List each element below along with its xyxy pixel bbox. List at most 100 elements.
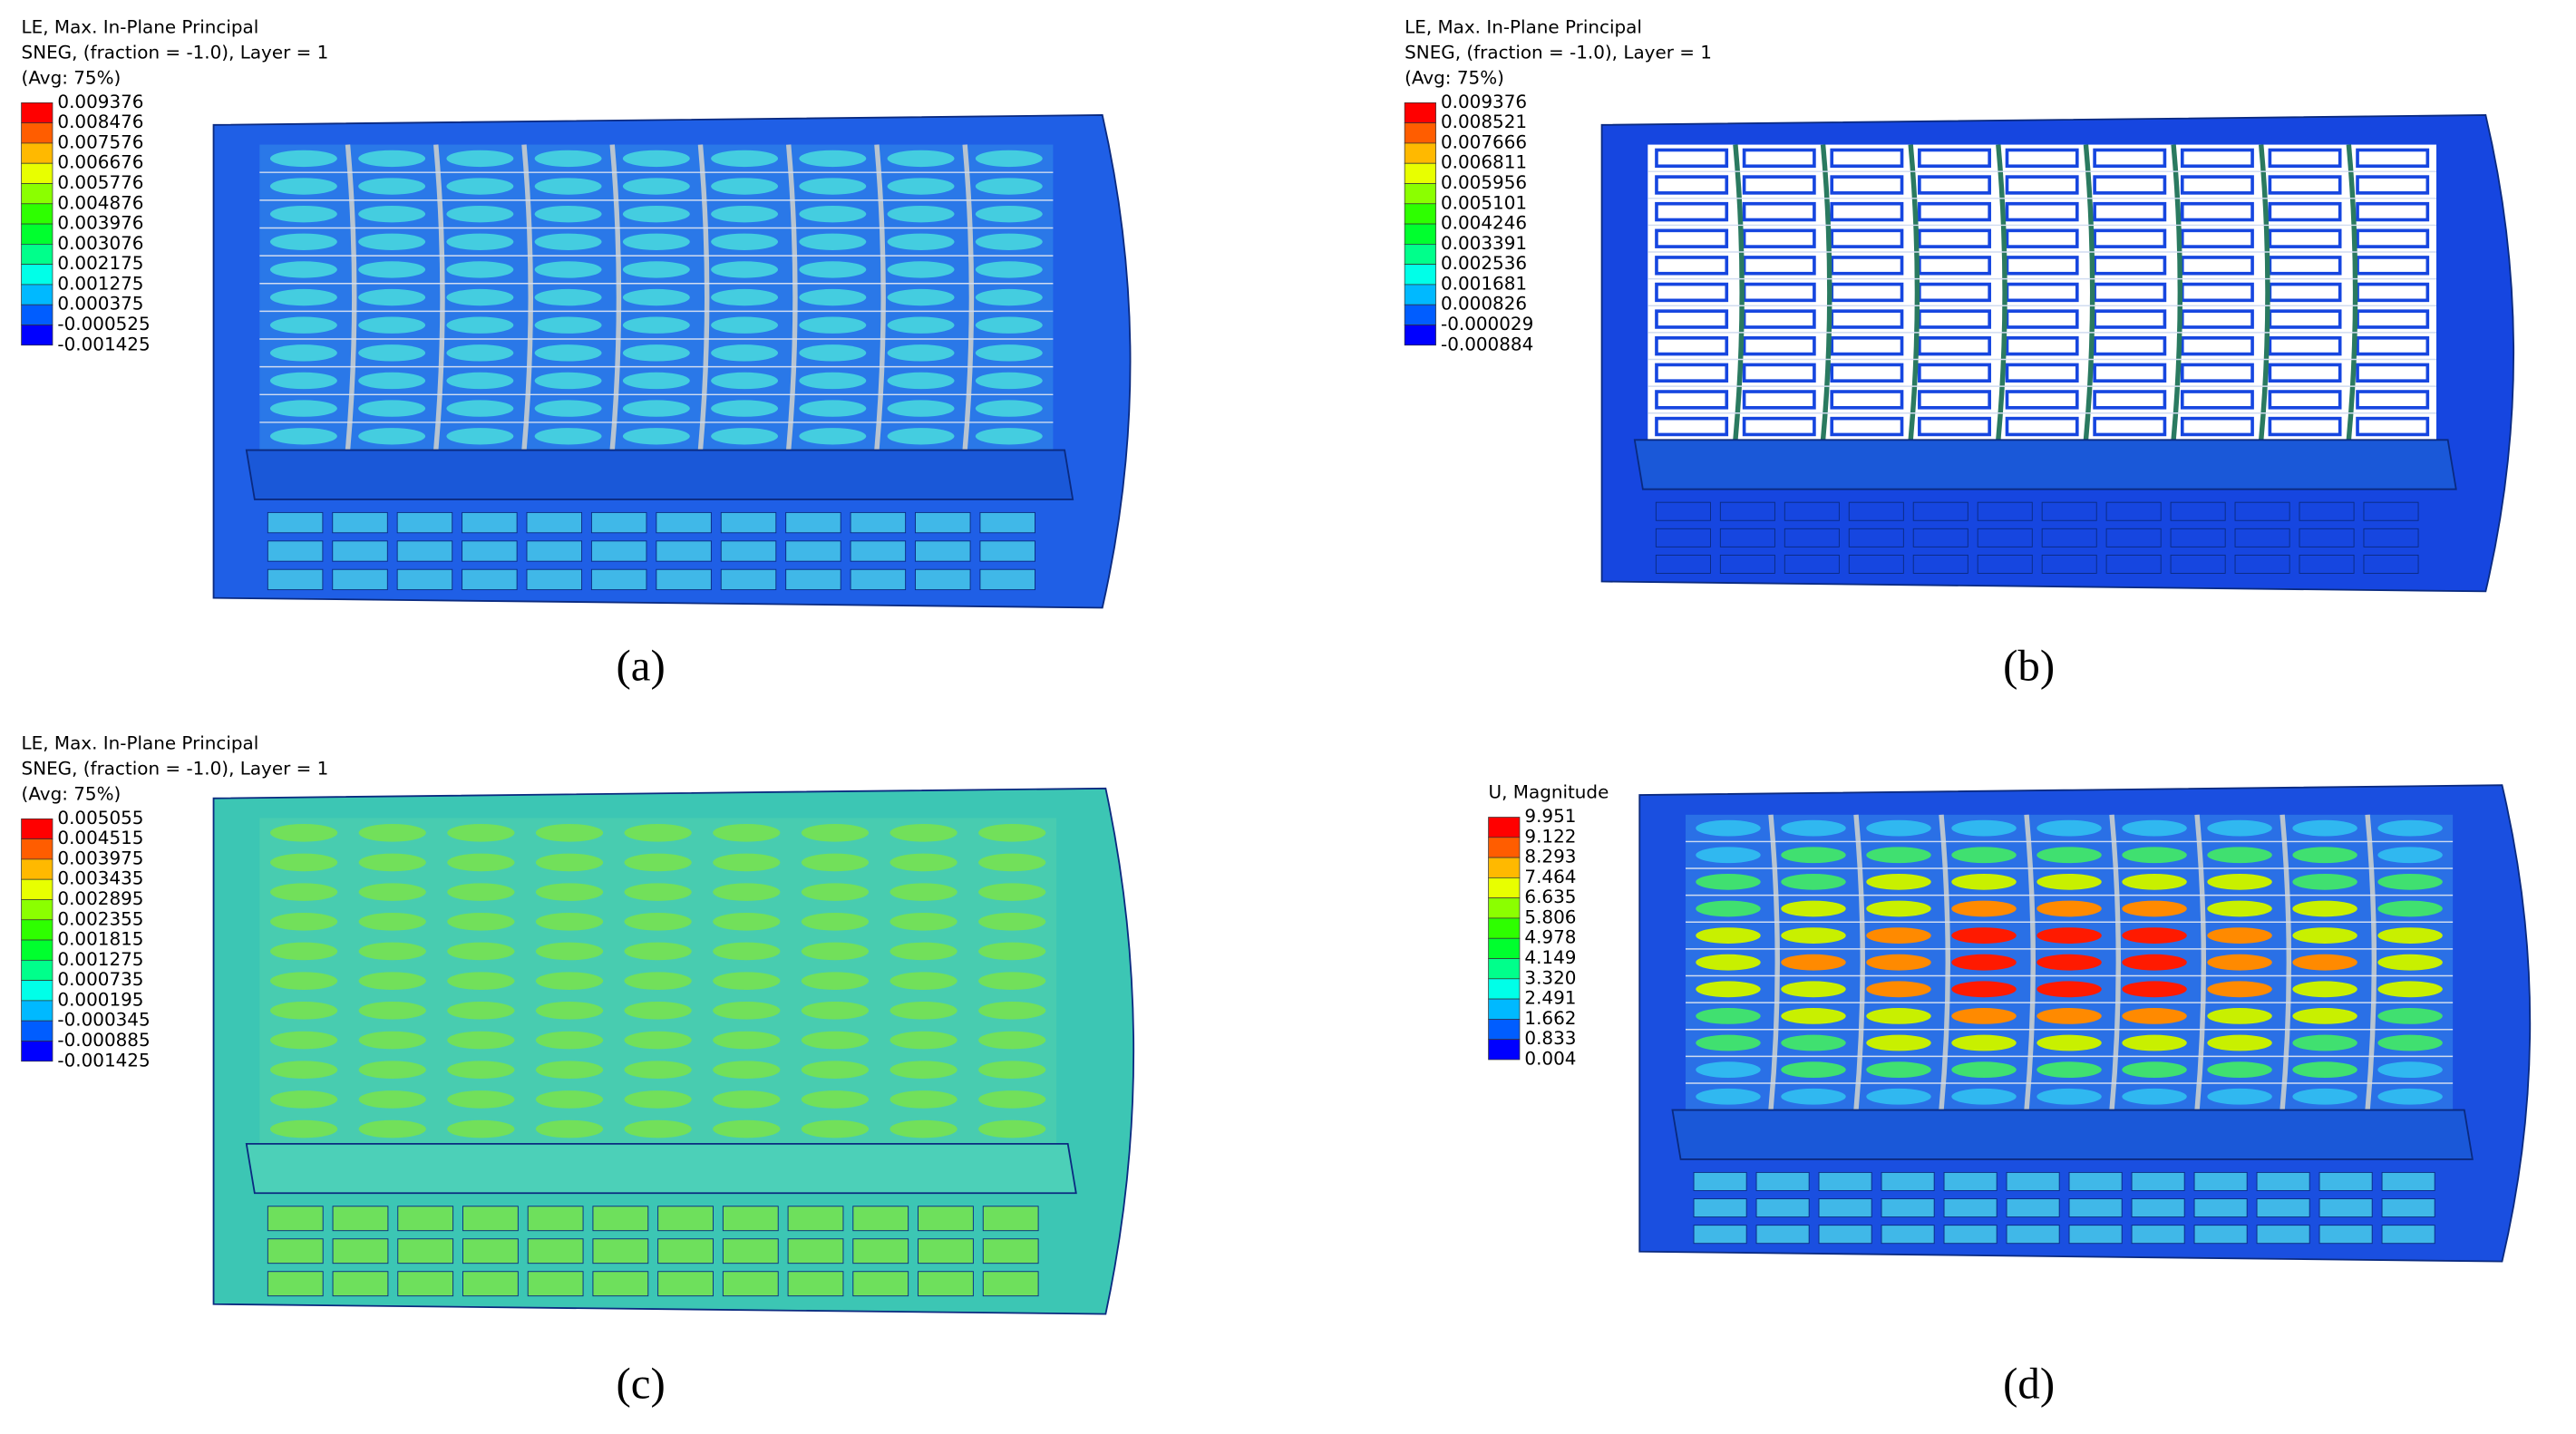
panel-contour	[711, 316, 779, 334]
legend-title: LE, Max. In-Plane Principal	[22, 732, 259, 753]
legend-swatch	[21, 838, 53, 860]
panel-contour	[1866, 900, 1931, 917]
legend-value: -0.001425	[57, 334, 150, 354]
bottom-cell	[2105, 501, 2162, 521]
panel-contour	[2122, 1034, 2187, 1051]
bottom-cell	[2363, 501, 2419, 521]
bottom-cell	[2381, 1225, 2435, 1245]
panel-contour	[447, 1119, 515, 1138]
legend-value: 0.003976	[57, 213, 143, 234]
bottom-cell	[2256, 1225, 2310, 1245]
frame-cell	[2005, 335, 2079, 356]
legend-value: 0.005956	[1441, 172, 1527, 193]
panel-contour	[1781, 1034, 1846, 1051]
panel-contour	[622, 372, 690, 390]
frame-cell	[2180, 228, 2254, 248]
bottom-cell	[590, 511, 647, 534]
legend-swatch	[21, 980, 53, 1002]
panel-contour	[2036, 1061, 2102, 1079]
bottom-cell	[462, 1206, 519, 1232]
panel-contour	[2377, 954, 2443, 971]
bottom-cell	[915, 568, 971, 591]
frame-cell	[1742, 335, 1816, 356]
legend-value: 4.149	[1524, 947, 1576, 968]
panel-contour	[801, 883, 870, 901]
rib	[785, 144, 798, 451]
panel-contour	[622, 288, 690, 306]
frame-cell	[1830, 201, 1904, 222]
panel-contour	[978, 823, 1046, 842]
bottom-cell	[1655, 528, 1711, 547]
legend-swatch	[1488, 817, 1521, 838]
panel-contour	[975, 233, 1043, 250]
panel-contour	[2036, 1034, 2102, 1051]
panel-contour	[889, 1002, 957, 1020]
bottom-cell	[2299, 501, 2355, 521]
bottom-cell	[722, 1206, 779, 1232]
panel-contour	[799, 344, 867, 362]
panel-contour	[801, 1090, 870, 1109]
bottom-cell	[982, 1206, 1039, 1232]
bottom-cell	[1719, 501, 1775, 521]
panel-contour	[1781, 1008, 1846, 1024]
bottom-cell	[1881, 1198, 1935, 1218]
frame-cell	[2268, 282, 2342, 303]
legend-swatch	[1488, 1039, 1521, 1061]
panel-contour	[358, 205, 426, 223]
legend-value: 0.003975	[57, 848, 143, 868]
bottom-cell	[267, 568, 324, 591]
legend-value: 0.007666	[1441, 131, 1527, 152]
panel-contour	[975, 344, 1043, 362]
legend-value: 9.951	[1524, 806, 1576, 827]
frame-cell	[1655, 256, 1729, 276]
legend-swatch	[1488, 1019, 1521, 1041]
panel-contour	[1781, 954, 1846, 971]
bottom-cell	[527, 1206, 584, 1232]
rib	[697, 144, 710, 451]
frame-cell	[2356, 175, 2430, 195]
bottom-cell	[1848, 554, 1904, 574]
panel-contour	[624, 1031, 692, 1050]
bottom-cell	[1848, 528, 1904, 547]
frame-cell	[2093, 228, 2167, 248]
legend-value: 7.464	[1524, 867, 1576, 887]
bottom-cell	[396, 540, 453, 562]
panel-contour	[801, 1061, 870, 1080]
panel-contour	[535, 1031, 604, 1050]
frame-cell	[2268, 256, 2342, 276]
panel-contour	[975, 428, 1043, 445]
legend-title: U, Magnitude	[1489, 782, 1609, 803]
panel-contour	[975, 288, 1043, 306]
panel-contour	[1781, 927, 1846, 944]
bottom-cell	[1943, 1198, 1998, 1218]
bottom-cell	[656, 568, 712, 591]
legend-value: 0.005776	[57, 172, 143, 193]
frame-cell	[1830, 228, 1904, 248]
panel-contour	[713, 1031, 781, 1050]
panel-contour	[978, 1090, 1046, 1109]
panel-contour	[889, 1061, 957, 1080]
bottom-cell	[1881, 1171, 1935, 1191]
bottom-cell	[1784, 501, 1840, 521]
frame-cell	[1830, 390, 1904, 410]
panel-contour	[887, 400, 955, 417]
panel-contour	[1696, 1034, 1761, 1051]
frame-cell	[1918, 390, 1991, 410]
legend-swatch	[21, 1020, 53, 1042]
frame-cell	[1830, 148, 1904, 169]
legend-swatch	[1488, 958, 1521, 980]
panel-contour	[713, 913, 781, 931]
frame-cell	[2356, 335, 2430, 356]
legend-swatch	[1404, 183, 1436, 205]
panel-contour	[2377, 1061, 2443, 1079]
legend-value: 3.320	[1524, 967, 1576, 988]
rib	[433, 144, 445, 451]
panel-contour	[1696, 900, 1761, 917]
bottom-cell	[462, 1238, 519, 1264]
panel-contour	[269, 1119, 338, 1138]
frame-cell	[1655, 335, 1729, 356]
panel-contour	[624, 942, 692, 961]
panel-contour	[269, 823, 338, 842]
panel-contour	[358, 261, 426, 278]
panel-contour	[446, 288, 514, 306]
